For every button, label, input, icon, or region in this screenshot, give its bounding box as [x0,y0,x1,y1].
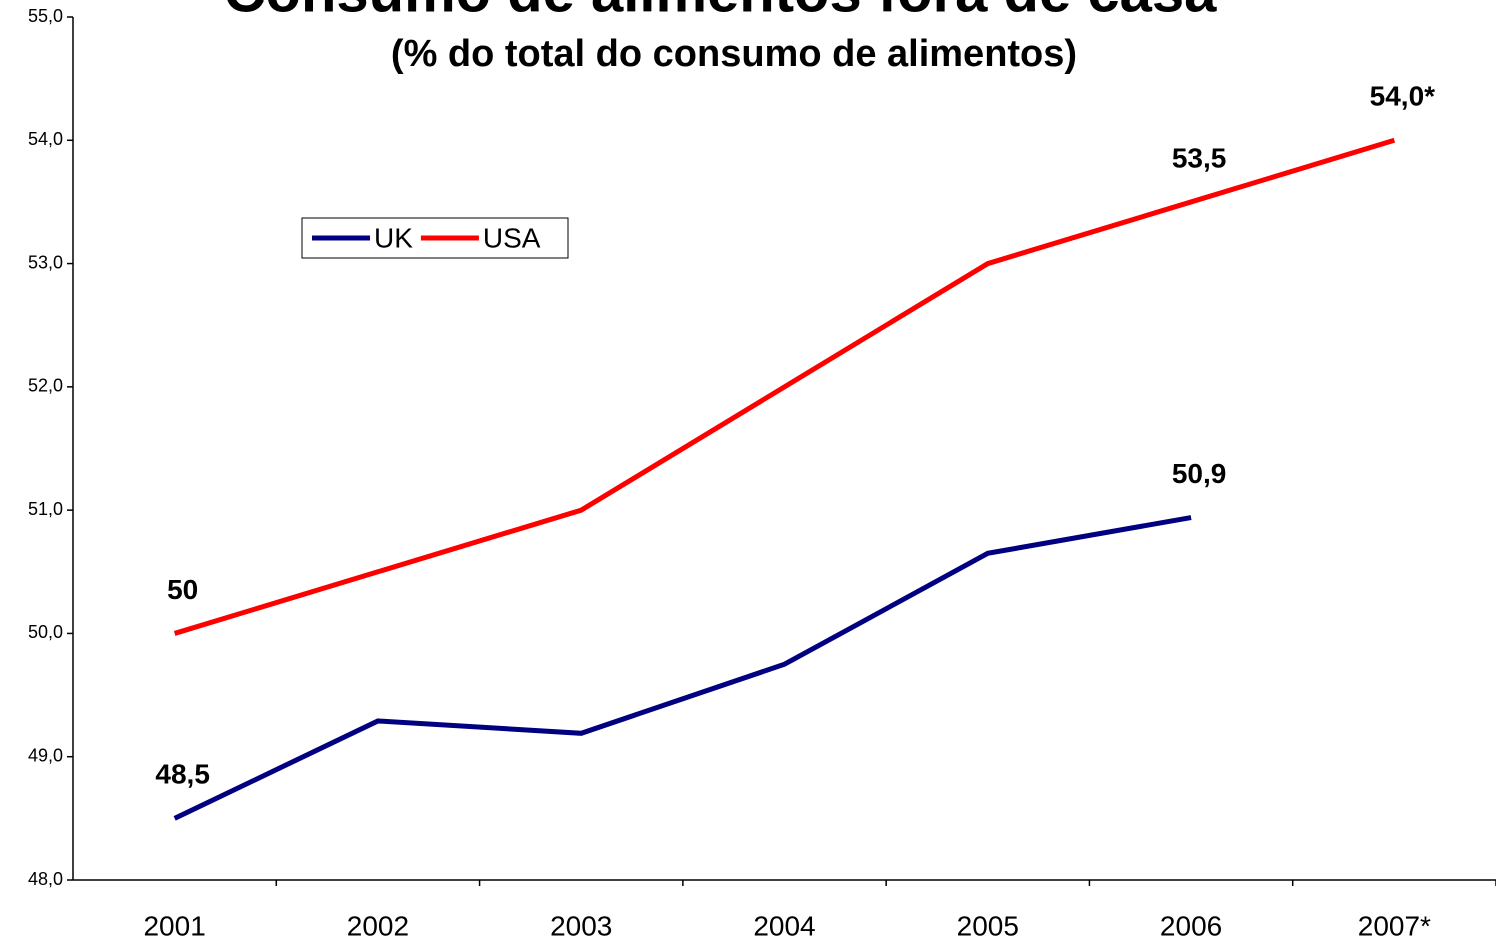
data-label: 50,9 [1172,458,1227,489]
y-tick-label: 50,0 [28,622,63,642]
x-tick-label: 2002 [347,910,409,941]
data-label: 54,0* [1370,81,1435,112]
x-tick-label: 2001 [143,910,205,941]
data-label: 53,5 [1172,142,1227,173]
chart-title: Consumo de alimentos fora de casa [224,0,1217,24]
x-tick-label: 2003 [550,910,612,941]
y-tick-label: 53,0 [28,252,63,272]
x-tick-label: 2004 [753,910,815,941]
y-tick-label: 51,0 [28,499,63,519]
y-tick-label: 48,0 [28,869,63,889]
y-tick-label: 55,0 [28,6,63,26]
y-tick-label: 52,0 [28,376,63,396]
data-label: 50 [167,574,198,605]
x-tick-label: 2006 [1160,910,1222,941]
series-line [173,137,1396,636]
data-label: 48,5 [155,759,210,790]
legend-label: UK [374,222,413,253]
chart-subtitle: (% do total do consumo de alimentos) [391,33,1077,75]
y-tick-label: 54,0 [28,129,63,149]
series-line [173,515,1192,821]
x-tick-label: 2007* [1358,910,1431,941]
x-tick-label: 2005 [957,910,1019,941]
y-tick-label: 49,0 [28,745,63,765]
legend-label: USA [483,222,541,253]
